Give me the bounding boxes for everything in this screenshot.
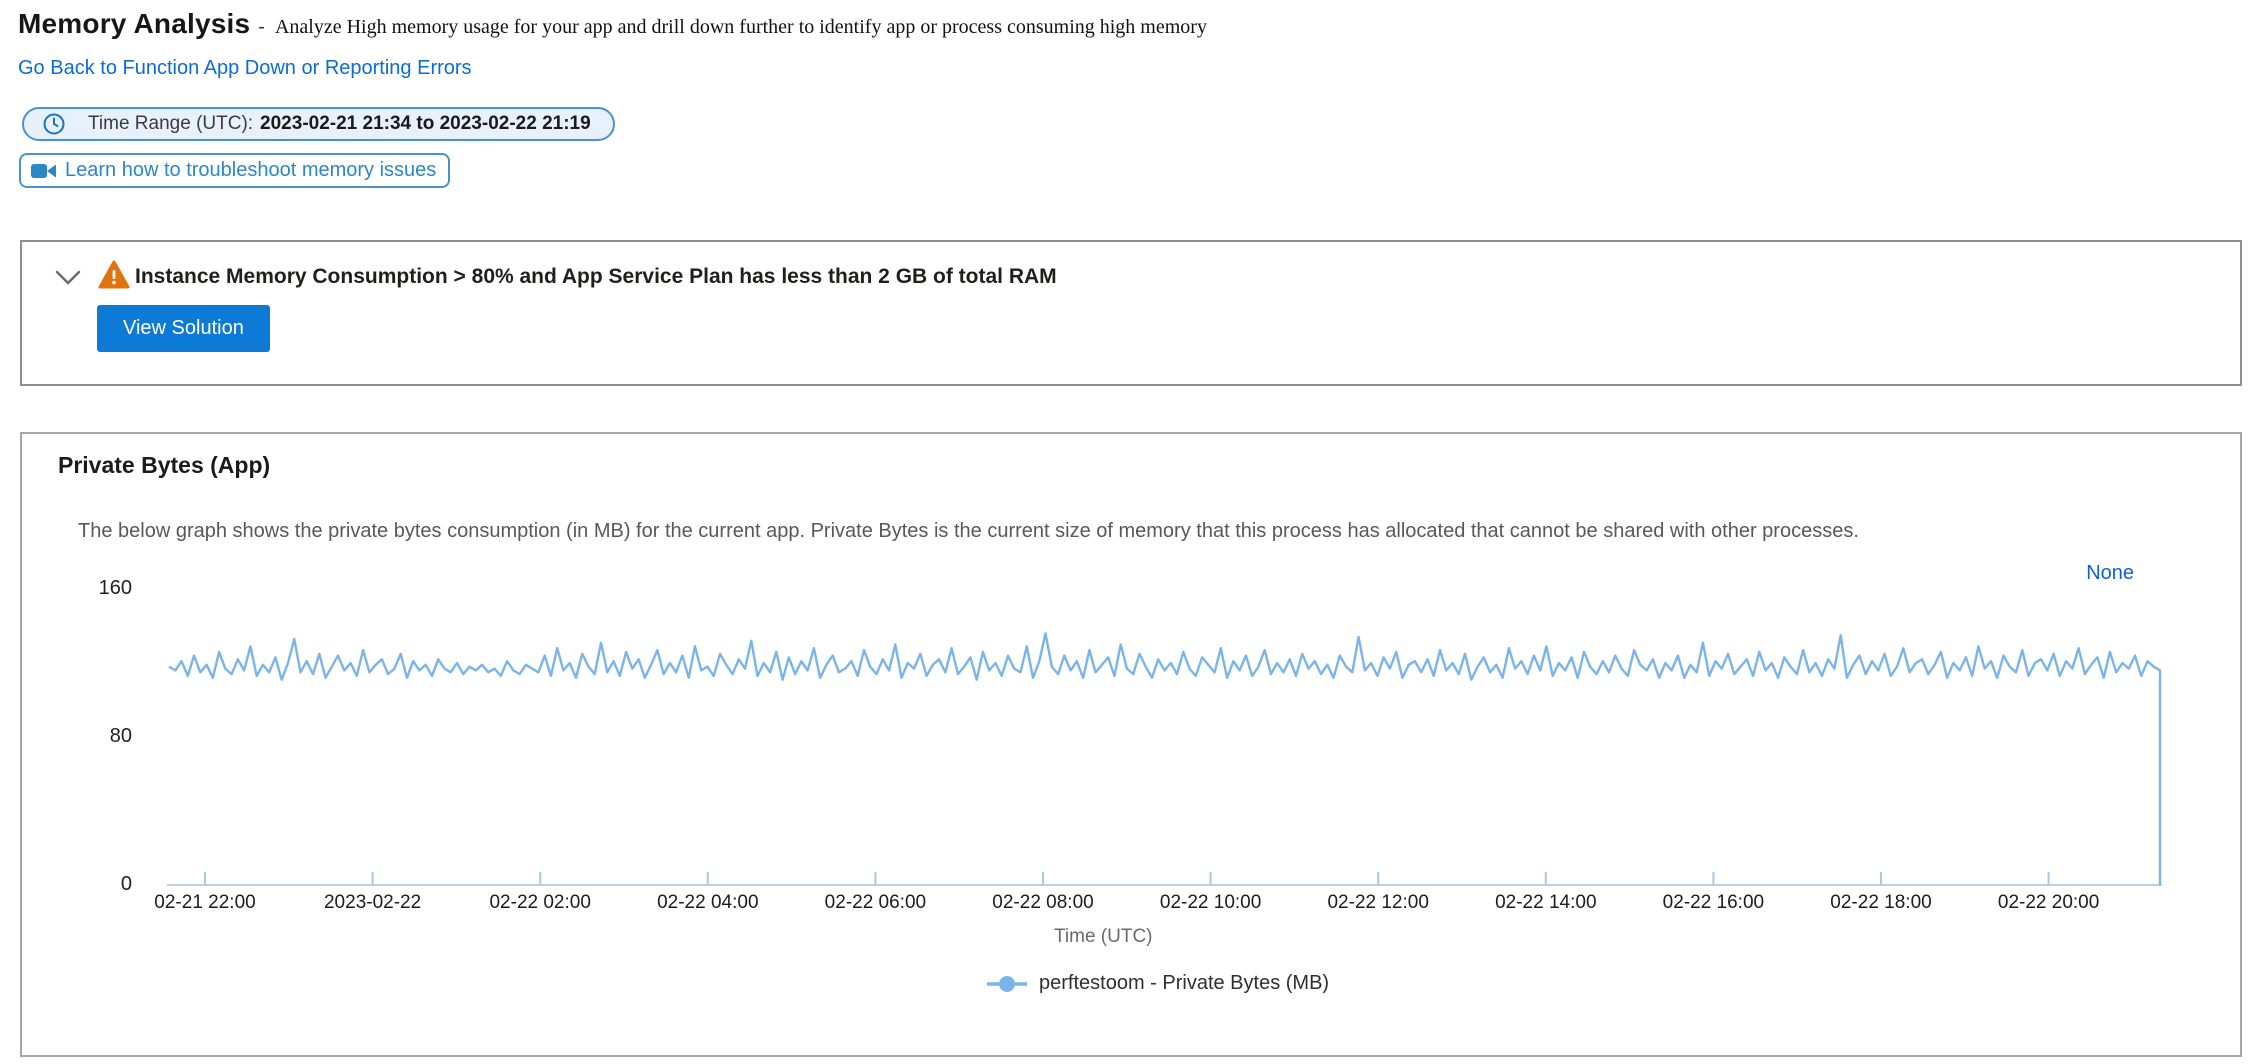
x-tick-label: 02-22 16:00	[1662, 892, 1765, 913]
warning-triangle-icon	[98, 260, 130, 295]
troubleshoot-video-label: Learn how to troubleshoot memory issues	[65, 159, 437, 181]
x-tick-label: 02-22 02:00	[489, 892, 591, 913]
chart-description: The below graph shows the private bytes …	[78, 520, 1859, 542]
private-bytes-card: Private Bytes (App) The below graph show…	[20, 432, 2242, 1057]
legend-label: perftestoom - Private Bytes (MB)	[1039, 972, 1330, 994]
chart-title: Private Bytes (App)	[58, 452, 271, 478]
go-back-link[interactable]: Go Back to Function App Down or Reportin…	[18, 57, 472, 79]
page-header: Memory Analysis - Analyze High memory us…	[18, 8, 1207, 40]
time-range-label: Time Range (UTC):	[88, 113, 254, 134]
x-axis-title: Time (UTC)	[1054, 926, 1153, 947]
time-range-value: 2023-02-21 21:34 to 2023-02-22 21:19	[260, 113, 591, 134]
video-camera-icon	[31, 163, 56, 178]
private-bytes-series-line	[168, 632, 2162, 885]
chart-none-link[interactable]: None	[2086, 562, 2134, 584]
clock-icon	[42, 112, 66, 136]
y-tick-label: 80	[109, 725, 132, 747]
alert-title: Instance Memory Consumption > 80% and Ap…	[135, 265, 1057, 288]
line-chart-canvas	[167, 632, 2162, 886]
x-tick-label: 02-22 10:00	[1159, 892, 1262, 913]
private-bytes-chart: 0 80 160 02-21 22:00 2023-02-22 02-22 02:00 0…	[22, 434, 2244, 1059]
chevron-down-icon[interactable]	[55, 270, 81, 291]
x-tick-label: 02-22 08:00	[992, 892, 1094, 913]
time-range-pill[interactable]: Time Range (UTC): 2023-02-21 21:34 to 20…	[22, 107, 615, 141]
x-tick-label: 2023-02-22	[323, 892, 422, 913]
x-tick-label: 02-22 18:00	[1830, 892, 1932, 913]
page-subtitle: Analyze High memory usage for your app a…	[274, 16, 1207, 38]
view-solution-button[interactable]: View Solution	[97, 305, 270, 352]
y-tick-label: 0	[120, 873, 132, 895]
x-tick-label: 02-21 22:00	[154, 892, 256, 913]
legend-marker-icon	[987, 975, 1027, 992]
x-tick-label: 02-22 04:00	[657, 892, 759, 913]
y-tick-label: 160	[98, 577, 132, 599]
memory-alert-card: Instance Memory Consumption > 80% and Ap…	[20, 240, 2242, 386]
x-tick-label: 02-22 12:00	[1327, 892, 1429, 913]
x-tick-label: 02-22 14:00	[1495, 892, 1597, 913]
page-title: Memory Analysis	[18, 8, 251, 39]
troubleshoot-video-button[interactable]: Learn how to troubleshoot memory issues	[19, 153, 451, 188]
chart-legend[interactable]: perftestoom - Private Bytes (MB)	[985, 972, 1329, 995]
x-tick-label: 02-22 20:00	[1997, 892, 2100, 913]
x-tick-label: 02-22 06:00	[824, 892, 927, 913]
title-separator: -	[258, 16, 265, 38]
